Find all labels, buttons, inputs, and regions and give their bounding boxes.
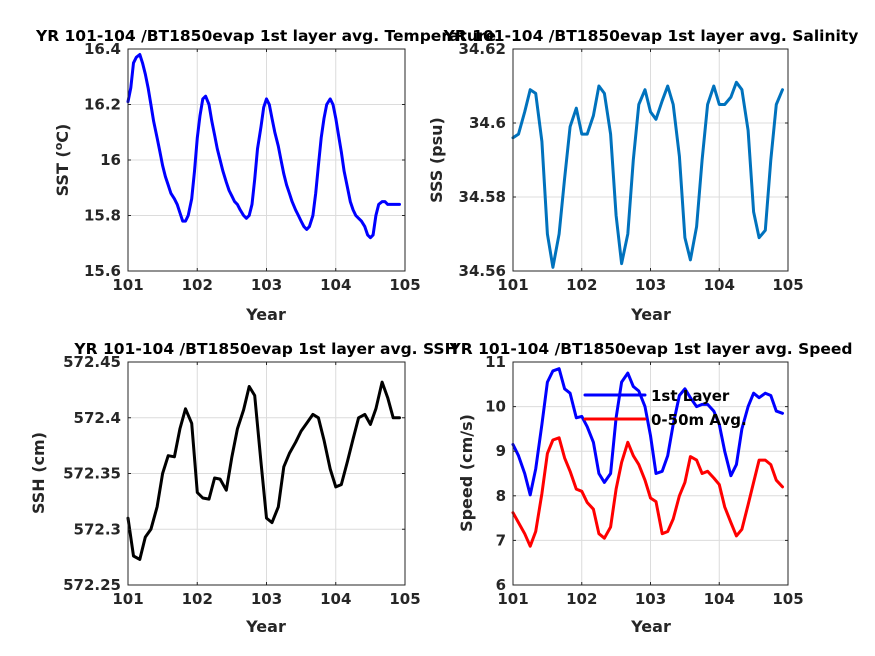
x-tick-label: 105 — [772, 590, 803, 608]
y-tick-label: 34.6 — [469, 114, 506, 132]
series-group-ssh — [126, 380, 401, 561]
y-ticks-ssh: 572.25 572.3 572.35 572.4 572.45 — [63, 353, 405, 594]
grid-ssh — [128, 362, 405, 585]
y-tick-label: 34.56 — [459, 262, 506, 280]
x-tick-label: 103 — [251, 276, 282, 294]
legend-speed: 1st Layer 0-50m Avg. — [583, 387, 747, 429]
y-axis-label-sst: SST (oC) — [52, 124, 73, 197]
chart-title-ssh: YR 101-104 /BT1850evap 1st layer avg. SS… — [73, 340, 457, 358]
chart-title-sst: YR 101-104 /BT1850evap 1st layer avg. Te… — [35, 27, 496, 45]
x-tick-label: 105 — [389, 590, 420, 608]
series-group-sss — [511, 80, 784, 269]
y-tick-label: 16.4 — [84, 40, 121, 58]
y-tick-label: 7 — [496, 531, 506, 549]
y-tick-label: 572.4 — [74, 409, 121, 427]
x-axis-label-sst: Year — [245, 305, 286, 324]
series-line-sss-0 — [511, 80, 784, 269]
y-tick-label: 16 — [100, 151, 121, 169]
x-ticks-sst: 101 102 103 104 105 — [112, 49, 421, 294]
y-tick-label: 8 — [496, 487, 506, 505]
series-line-speed-1 — [511, 436, 784, 548]
y-tick-label: 572.3 — [74, 520, 121, 538]
x-ticks-speed: 101 102 103 104 105 — [497, 362, 804, 608]
y-tick-label: 6 — [496, 576, 506, 594]
x-axis-label-speed: Year — [630, 617, 671, 636]
x-tick-label: 104 — [704, 276, 735, 294]
y-tick-label: 34.58 — [459, 188, 506, 206]
y-tick-label: 15.6 — [84, 262, 121, 280]
y-tick-label: 10 — [485, 398, 506, 416]
series-line-ssh-0 — [126, 380, 401, 561]
x-axis-label-sss: Year — [630, 305, 671, 324]
panel-speed: YR 101-104 /BT1850evap 1st layer avg. Sp… — [449, 340, 853, 636]
y-tick-label: 572.35 — [63, 465, 121, 483]
x-ticks-sss: 101 102 103 104 105 — [497, 49, 804, 294]
y-tick-label: 15.8 — [84, 207, 121, 225]
x-axis-label-ssh: Year — [245, 617, 286, 636]
y-axis-label-sss: SSS (psu) — [427, 117, 446, 203]
y-ticks-sst: 15.6 15.8 16 16.2 16.4 — [84, 40, 405, 280]
x-tick-label: 105 — [389, 276, 420, 294]
y-tick-label: 572.45 — [63, 353, 121, 371]
x-tick-label: 104 — [320, 276, 351, 294]
x-tick-label: 102 — [182, 590, 213, 608]
y-tick-label: 16.2 — [84, 96, 121, 114]
y-ticks-sss: 34.56 34.58 34.6 34.62 — [459, 40, 788, 280]
y-tick-label: 11 — [485, 353, 506, 371]
x-tick-label: 103 — [635, 590, 666, 608]
y-axis-label-sst-sup: o — [52, 142, 65, 150]
series-group-sst — [126, 53, 401, 240]
y-axis-label-speed: Speed (cm/s) — [457, 414, 476, 532]
legend-label-1st-layer: 1st Layer — [651, 387, 730, 405]
chart-title-sss: YR 101-104 /BT1850evap 1st layer avg. Sa… — [443, 27, 859, 45]
grid-sss — [513, 49, 788, 271]
x-tick-label: 102 — [182, 276, 213, 294]
x-tick-label: 101 — [112, 590, 143, 608]
x-tick-label: 104 — [704, 590, 735, 608]
legend-label-0-50m-avg: 0-50m Avg. — [651, 411, 747, 429]
y-tick-label: 9 — [496, 442, 506, 460]
x-tick-label: 102 — [566, 590, 597, 608]
x-tick-label: 101 — [497, 276, 528, 294]
x-tick-label: 103 — [251, 590, 282, 608]
x-tick-label: 101 — [112, 276, 143, 294]
grid-sst — [128, 49, 405, 271]
y-tick-label: 572.25 — [63, 576, 121, 594]
y-ticks-speed: 6 7 8 9 10 11 — [485, 353, 788, 594]
panel-sss: YR 101-104 /BT1850evap 1st layer avg. Sa… — [427, 27, 858, 324]
chart-title-speed: YR 101-104 /BT1850evap 1st layer avg. Sp… — [449, 340, 853, 358]
panel-ssh: YR 101-104 /BT1850evap 1st layer avg. SS… — [29, 340, 458, 636]
series-line-sst-0 — [126, 53, 401, 240]
panel-sst: YR 101-104 /BT1850evap 1st layer avg. Te… — [35, 27, 496, 324]
x-tick-label: 105 — [772, 276, 803, 294]
x-tick-label: 101 — [497, 590, 528, 608]
x-ticks-ssh: 101 102 103 104 105 — [112, 362, 421, 608]
x-tick-label: 103 — [635, 276, 666, 294]
x-tick-label: 104 — [320, 590, 351, 608]
series-line-speed-0 — [511, 367, 784, 497]
y-tick-label: 34.62 — [459, 40, 506, 58]
x-tick-label: 102 — [566, 276, 597, 294]
y-axis-label-ssh: SSH (cm) — [29, 432, 48, 514]
y-axis-label-sst-base: SST ( — [53, 150, 72, 196]
y-axis-label-sst-end: C) — [53, 124, 72, 143]
series-group-speed — [511, 367, 784, 548]
